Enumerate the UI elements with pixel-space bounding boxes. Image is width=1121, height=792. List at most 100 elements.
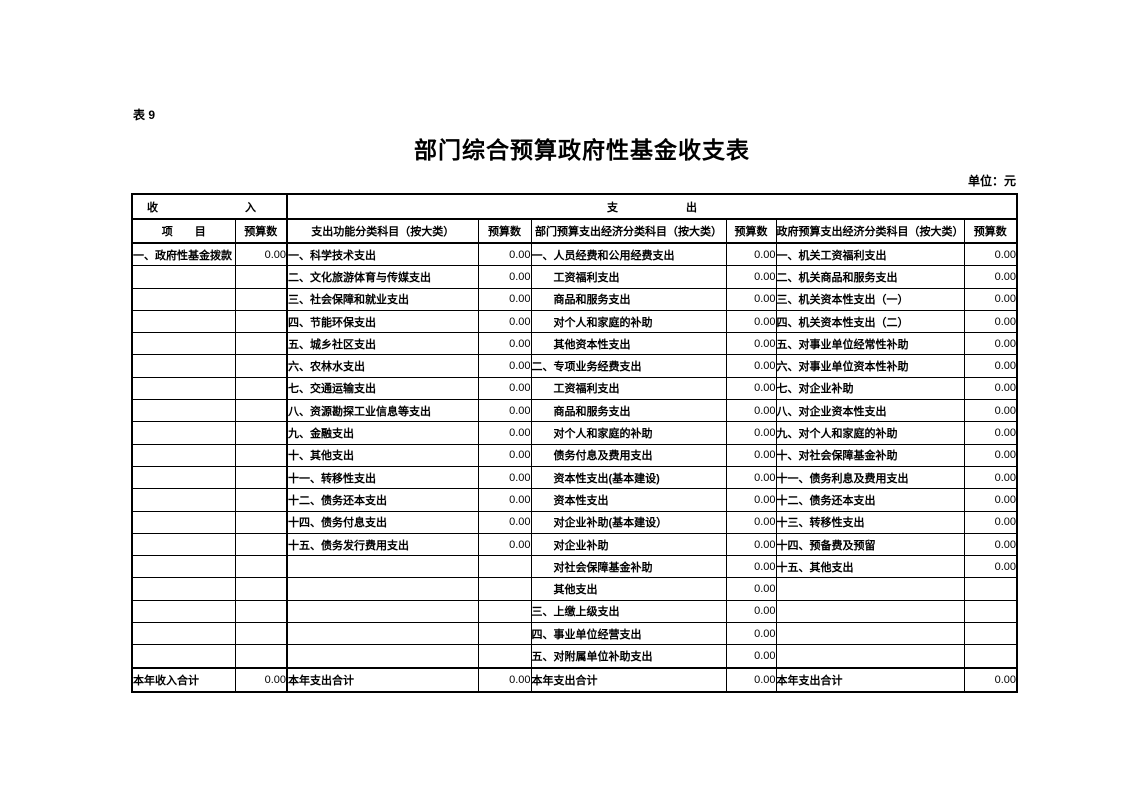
item-cell: 六、农林水支出 [286, 354, 479, 378]
value-cell [234, 376, 288, 401]
value-cell [234, 332, 288, 356]
value-cell: 0.00 [725, 532, 777, 557]
item-cell: 八、资源勘探工业信息等支出 [286, 399, 479, 423]
value-cell: 0.00 [477, 488, 532, 512]
expense-label-left: 支 [607, 201, 619, 214]
column-header-budget-1: 预算数 [234, 218, 288, 244]
item-cell [131, 309, 236, 334]
value-cell: 0.00 [725, 265, 777, 289]
group-header-income: 收 入 [131, 193, 288, 220]
item-cell: 商品和服务支出 [530, 287, 727, 311]
value-cell: 0.00 [477, 354, 532, 378]
item-cell [286, 622, 479, 646]
value-cell [477, 577, 532, 601]
item-cell [131, 354, 236, 378]
value-cell [234, 309, 288, 334]
value-cell: 0.00 [477, 332, 532, 356]
table-row: 三、上缴上级支出 0.00 [131, 599, 1018, 624]
value-cell: 0.00 [963, 399, 1018, 423]
item-cell: 十、其他支出 [286, 443, 479, 467]
value-cell [234, 532, 288, 557]
value-cell [234, 465, 288, 490]
item-cell: 本年支出合计 [530, 666, 727, 693]
value-cell [234, 510, 288, 534]
item-cell [775, 622, 965, 646]
value-cell: 0.00 [477, 399, 532, 423]
table-row: 十五、债务发行费用支出 0.00 对企业补助 0.00 十四、预备费及预留 0.00 [131, 532, 1018, 557]
item-cell: 其他资本性支出 [530, 332, 727, 356]
item-cell: 十五、债务发行费用支出 [286, 532, 479, 557]
value-cell [234, 399, 288, 423]
table-number-label: 表 9 [133, 108, 156, 122]
item-cell: 十三、转移性支出 [775, 510, 965, 534]
item-cell [131, 376, 236, 401]
value-cell [963, 577, 1018, 601]
income-label-right: 入 [245, 201, 256, 214]
item-cell: 一、政府性基金拨款 [131, 242, 236, 267]
item-cell: 三、上缴上级支出 [530, 599, 727, 624]
item-cell: 十一、债务利息及费用支出 [775, 465, 965, 490]
item-cell [775, 644, 965, 669]
item-cell: 八、对企业资本性支出 [775, 399, 965, 423]
column-header-budget-2: 预算数 [477, 218, 532, 244]
value-cell: 0.00 [725, 666, 777, 693]
value-cell: 0.00 [963, 510, 1018, 534]
value-cell: 0.00 [725, 287, 777, 311]
item-cell [131, 399, 236, 423]
item-cell: 对个人和家庭的补助 [530, 309, 727, 334]
value-cell: 0.00 [725, 510, 777, 534]
item-cell: 资本性支出 [530, 488, 727, 512]
column-header-budget-3: 预算数 [725, 218, 777, 244]
item-cell: 四、节能环保支出 [286, 309, 479, 334]
value-cell: 0.00 [963, 354, 1018, 378]
value-cell: 0.00 [725, 622, 777, 646]
value-cell [234, 644, 288, 669]
item-cell: 二、专项业务经费支出 [530, 354, 727, 378]
item-cell: 四、事业单位经营支出 [530, 622, 727, 646]
value-cell: 0.00 [963, 265, 1018, 289]
item-cell [131, 555, 236, 579]
item-cell: 二、机关商品和服务支出 [775, 265, 965, 289]
value-cell: 0.00 [963, 488, 1018, 512]
value-cell: 0.00 [725, 465, 777, 490]
value-cell [234, 577, 288, 601]
item-cell [131, 265, 236, 289]
item-cell: 四、机关资本性支出（二） [775, 309, 965, 334]
item-cell: 一、科学技术支出 [286, 242, 479, 267]
table-row: 八、资源勘探工业信息等支出 0.00 商品和服务支出 0.00 八、对企业资本性支出 0… [131, 399, 1018, 423]
value-cell: 0.00 [234, 666, 288, 693]
total-row: 本年收入合计 0.00 本年支出合计 0.00 本年支出合计 0.00 本年支出合计 0.00 [131, 666, 1018, 693]
item-cell: 十一、转移性支出 [286, 465, 479, 490]
value-cell [963, 644, 1018, 669]
table-row: 十四、债务付息支出 0.00 对企业补助(基本建设） 0.00 十三、转移性支出 0.0… [131, 510, 1018, 534]
item-cell: 债务付息及费用支出 [530, 443, 727, 467]
value-cell [234, 287, 288, 311]
value-cell [234, 488, 288, 512]
expense-label-right: 出 [686, 201, 698, 214]
table-row: 二、文化旅游体育与传媒支出 0.00 工资福利支出 0.00 二、机关商品和服务支出 0… [131, 265, 1018, 289]
item-cell: 五、对附属单位补助支出 [530, 644, 727, 669]
group-header-row: 收 入 支 出 [131, 193, 1018, 220]
item-cell: 二、文化旅游体育与传媒支出 [286, 265, 479, 289]
item-cell [131, 488, 236, 512]
item-cell: 对企业补助 [530, 532, 727, 557]
value-cell: 0.00 [477, 465, 532, 490]
page-title: 部门综合预算政府性基金收支表 [414, 137, 750, 163]
table-row: 其他支出 0.00 [131, 577, 1018, 601]
column-header-dept-economic-class: 部门预算支出经济分类科目（按大类） [530, 218, 727, 244]
column-header-function-class: 支出功能分类科目（按大类） [286, 218, 479, 244]
unit-label: 单位：元 [967, 174, 1016, 188]
value-cell [234, 443, 288, 467]
item-cell: 五、城乡社区支出 [286, 332, 479, 356]
item-cell: 本年支出合计 [286, 666, 479, 693]
item-cell: 七、对企业补助 [775, 376, 965, 401]
value-cell: 0.00 [477, 242, 532, 267]
item-cell [286, 599, 479, 624]
item-cell: 十四、债务付息支出 [286, 510, 479, 534]
value-cell: 0.00 [725, 242, 777, 267]
item-cell: 对企业补助(基本建设） [530, 510, 727, 534]
table-row: 五、对附属单位补助支出 0.00 [131, 644, 1018, 669]
item-cell [286, 555, 479, 579]
item-cell: 十四、预备费及预留 [775, 532, 965, 557]
